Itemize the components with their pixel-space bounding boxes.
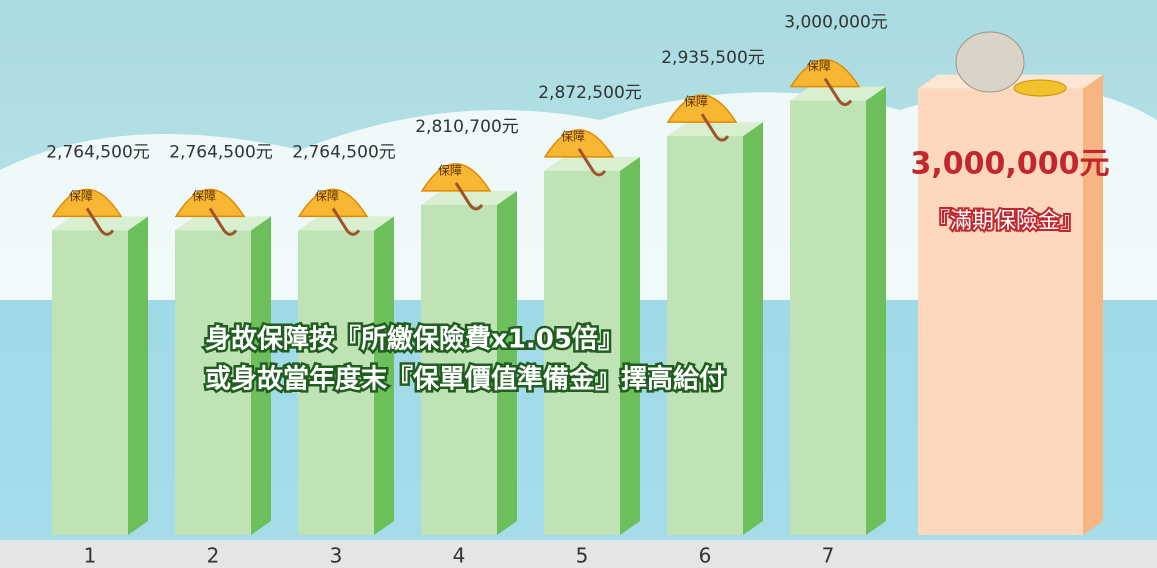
bar	[667, 136, 743, 535]
badge: 保障	[807, 58, 831, 73]
bar-side	[128, 216, 148, 535]
x-tick-label: 3	[330, 544, 343, 568]
coins	[1014, 80, 1066, 96]
money-bag	[956, 32, 1024, 92]
badge: 保障	[69, 188, 93, 203]
bar	[52, 230, 128, 535]
note: 身故保障按『所繳保險費x1.05倍』	[205, 324, 624, 355]
chart: 保障 2,764,500元 1 保障 2,764,500元 2 保障 2,764,500元 3 保…	[0, 0, 1157, 568]
bar-side	[866, 87, 886, 535]
note: 或身故當年度末『保單價值準備金』擇高給付	[205, 364, 725, 395]
bar-side	[497, 191, 517, 535]
x-tick-label: 4	[453, 544, 466, 568]
value-label: 2,810,700元	[415, 117, 519, 137]
x-tick-label: 1	[84, 544, 97, 568]
bar	[790, 101, 866, 535]
bar-side	[743, 122, 763, 535]
value-label: 2,935,500元	[661, 48, 765, 68]
value-label: 2,764,500元	[292, 142, 396, 162]
maturity-bar-side	[1083, 75, 1103, 535]
x-tick-label: 7	[822, 544, 835, 568]
x-tick-label: 5	[576, 544, 589, 568]
badge: 保障	[684, 94, 708, 109]
x-tick-label: 2	[207, 544, 220, 568]
badge: 保障	[192, 188, 216, 203]
value-label: 2,872,500元	[538, 83, 642, 103]
value-label: 3,000,000元	[784, 13, 888, 33]
x-tick-label: 6	[699, 544, 712, 568]
badge: 保障	[561, 128, 585, 143]
value-label: 2,764,500元	[169, 142, 273, 162]
badge: 保障	[438, 162, 462, 177]
maturity-value: 3,000,000元	[911, 147, 1110, 182]
maturity-caption: 『滿期保險金』	[928, 209, 1082, 234]
badge: 保障	[315, 188, 339, 203]
value-label: 2,764,500元	[46, 142, 150, 162]
